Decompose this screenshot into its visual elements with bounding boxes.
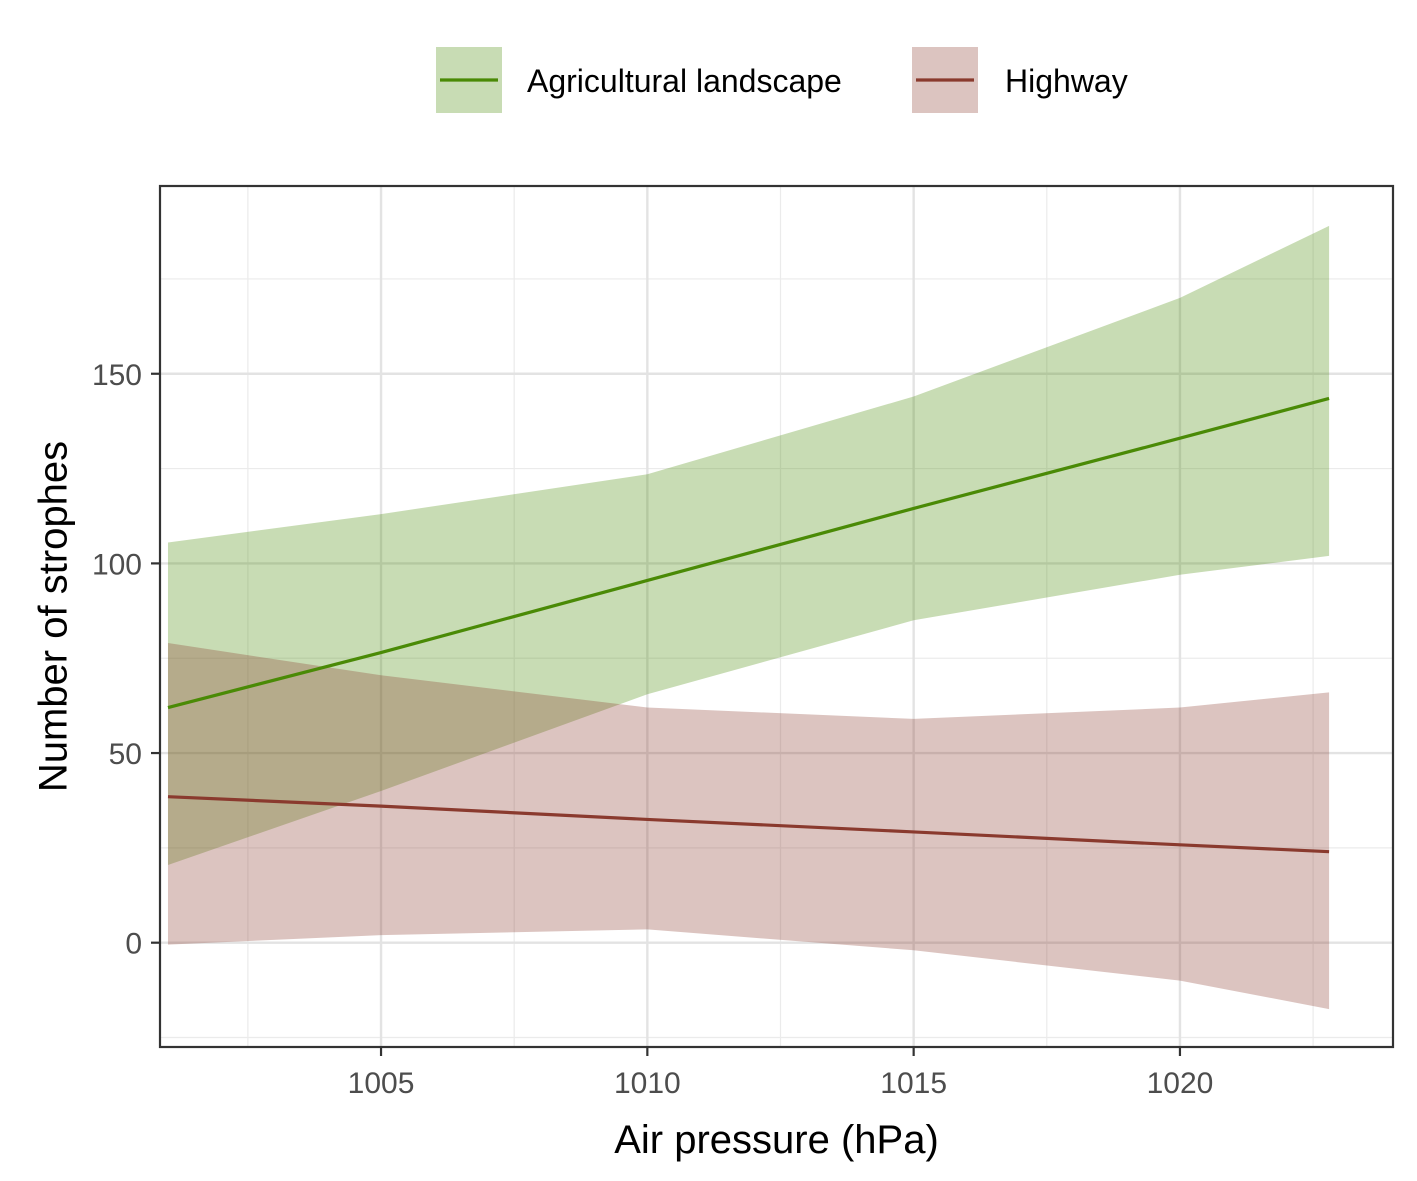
x-axis: 1005 1010 1015 1020: [348, 1047, 1214, 1100]
confidence-band-agricultural: [167, 225, 1330, 865]
panel-background: [160, 186, 1393, 1047]
legend-label-agricultural: Agricultural landscape: [527, 63, 842, 99]
y-tick-label: 100: [92, 548, 142, 581]
y-tick-label: 150: [92, 359, 142, 392]
plot-panel: [158, 184, 1395, 1049]
y-axis-title: Number of strophes: [32, 441, 76, 792]
x-tick-label: 1015: [880, 1067, 947, 1100]
series-line-highway: [167, 795, 1330, 854]
confidence-band-highway: [167, 643, 1330, 1010]
legend: Agricultural landscape Highway: [436, 47, 1128, 113]
x-tick-label: 1020: [1147, 1067, 1214, 1100]
series-line-agricultural: [167, 396, 1330, 710]
y-tick-label: 50: [109, 738, 142, 771]
x-axis-title: Air pressure (hPa): [614, 1118, 939, 1162]
x-tick-label: 1005: [348, 1067, 415, 1100]
y-tick-label: 0: [125, 928, 142, 961]
y-axis: 0 50 100 150: [92, 359, 160, 961]
x-tick-label: 1010: [614, 1067, 681, 1100]
panel-border: [158, 184, 1395, 1049]
legend-label-highway: Highway: [1005, 63, 1128, 99]
